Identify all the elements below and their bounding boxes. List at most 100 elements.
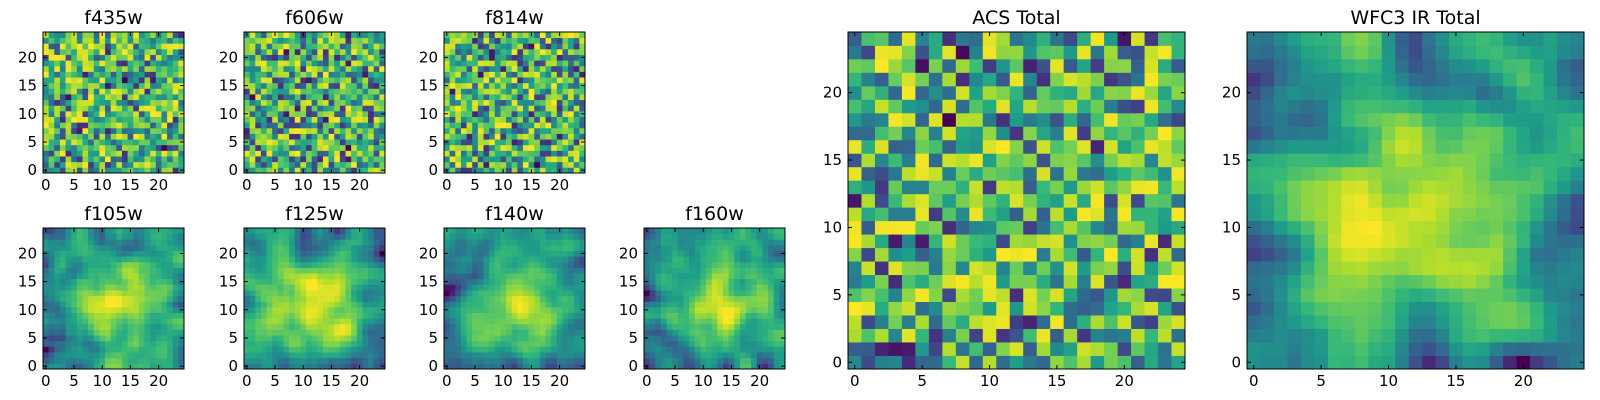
heatmap-cell xyxy=(54,335,61,342)
heatmap-cell xyxy=(683,228,690,235)
heatmap-cell xyxy=(379,244,386,251)
heatmap-cell xyxy=(506,306,513,313)
heatmap-cell xyxy=(76,94,83,101)
heatmap-cell xyxy=(317,99,324,106)
heatmap-cell xyxy=(133,156,140,163)
heatmap-cell xyxy=(110,233,117,240)
heatmap-cell xyxy=(466,99,473,106)
heatmap-cell xyxy=(71,318,78,325)
heatmap-cell xyxy=(144,144,151,151)
heatmap-cell xyxy=(655,323,662,330)
heatmap-cell xyxy=(294,233,301,240)
heatmap-cell xyxy=(116,323,123,330)
heatmap-cell xyxy=(472,239,479,246)
heatmap-cell xyxy=(294,82,301,89)
heatmap-cell xyxy=(551,32,558,39)
heatmap-cell xyxy=(969,166,984,181)
heatmap-cell xyxy=(711,312,718,319)
heatmap-cell xyxy=(539,37,546,44)
heatmap-cell xyxy=(59,71,66,78)
heatmap-cell xyxy=(311,37,318,44)
heatmap-cell xyxy=(76,60,83,67)
heatmap-cell xyxy=(88,340,95,347)
heatmap-cell xyxy=(928,220,943,235)
heatmap-cell xyxy=(351,150,358,157)
heatmap-cell xyxy=(660,312,667,319)
heatmap-cell xyxy=(773,278,780,285)
heatmap-cell xyxy=(494,233,501,240)
heatmap-cell xyxy=(522,306,529,313)
heatmap-cell xyxy=(689,306,696,313)
heatmap-cell xyxy=(127,323,134,330)
heatmap-cell xyxy=(345,340,352,347)
heatmap-cell xyxy=(745,295,752,302)
heatmap-cell xyxy=(328,99,335,106)
heatmap-cell xyxy=(522,335,529,342)
heatmap-cell xyxy=(556,37,563,44)
heatmap-cell xyxy=(928,153,943,168)
heatmap-cell xyxy=(368,301,375,308)
heatmap-cell xyxy=(116,88,123,95)
heatmap-cell xyxy=(773,256,780,263)
heatmap-cell xyxy=(351,323,358,330)
heatmap-cell xyxy=(1077,247,1092,262)
heatmap-cell xyxy=(534,167,541,174)
panel-title: f606w xyxy=(285,7,344,29)
heatmap-cell xyxy=(48,273,55,280)
heatmap-cell xyxy=(110,340,117,347)
heatmap-cell xyxy=(362,329,369,336)
heatmap-cell xyxy=(93,261,100,268)
heatmap-cell xyxy=(322,88,329,95)
heatmap-cell xyxy=(472,256,479,263)
axes-frame xyxy=(42,31,185,174)
heatmap-cell xyxy=(99,284,106,291)
heatmap-cell xyxy=(249,127,256,134)
heatmap-cell xyxy=(328,60,335,67)
heatmap-cell xyxy=(666,363,673,370)
heatmap-cell xyxy=(694,284,701,291)
heatmap-cell xyxy=(545,323,552,330)
heatmap-cell xyxy=(768,239,775,246)
heatmap-cell xyxy=(362,352,369,359)
heatmap-cell xyxy=(161,65,168,72)
heatmap-cell xyxy=(368,54,375,61)
heatmap-cell xyxy=(677,284,684,291)
heatmap-cell xyxy=(1144,288,1159,302)
heatmap-cell xyxy=(539,312,546,319)
heatmap-cell xyxy=(88,363,95,370)
heatmap-cell xyxy=(127,139,134,146)
heatmap-cell xyxy=(706,357,713,364)
heatmap-cell xyxy=(306,105,313,112)
heatmap-cell xyxy=(444,94,451,101)
heatmap-cell xyxy=(1063,355,1078,370)
heatmap-cell xyxy=(666,329,673,336)
y-tick-label: 5 xyxy=(228,329,238,347)
heatmap-cell xyxy=(93,267,100,274)
heatmap-cell xyxy=(65,156,72,163)
heatmap-cell xyxy=(568,239,575,246)
heatmap-cell xyxy=(351,71,358,78)
heatmap-cell xyxy=(93,290,100,297)
heatmap-cell xyxy=(161,340,168,347)
heatmap-cell xyxy=(517,122,524,129)
heatmap-cell xyxy=(255,267,262,274)
heatmap-cell xyxy=(1171,274,1186,289)
heatmap-cell xyxy=(528,60,535,67)
heatmap-cell xyxy=(1077,301,1092,316)
heatmap-cell xyxy=(517,82,524,89)
heatmap-cell xyxy=(517,340,524,347)
heatmap-cell xyxy=(260,116,267,123)
heatmap-cell xyxy=(138,161,145,168)
heatmap-cell xyxy=(339,77,346,84)
heatmap-cell xyxy=(773,340,780,347)
y-tick-label: 15 xyxy=(419,273,438,291)
heatmap-cell xyxy=(522,54,529,61)
heatmap-cell xyxy=(121,116,128,123)
heatmap-cell xyxy=(368,295,375,302)
heatmap-cell xyxy=(138,340,145,347)
heatmap-cell xyxy=(373,77,380,84)
heatmap-cell xyxy=(756,256,763,263)
heatmap-cell xyxy=(551,267,558,274)
heatmap-cell xyxy=(562,43,569,50)
heatmap-cell xyxy=(689,239,696,246)
